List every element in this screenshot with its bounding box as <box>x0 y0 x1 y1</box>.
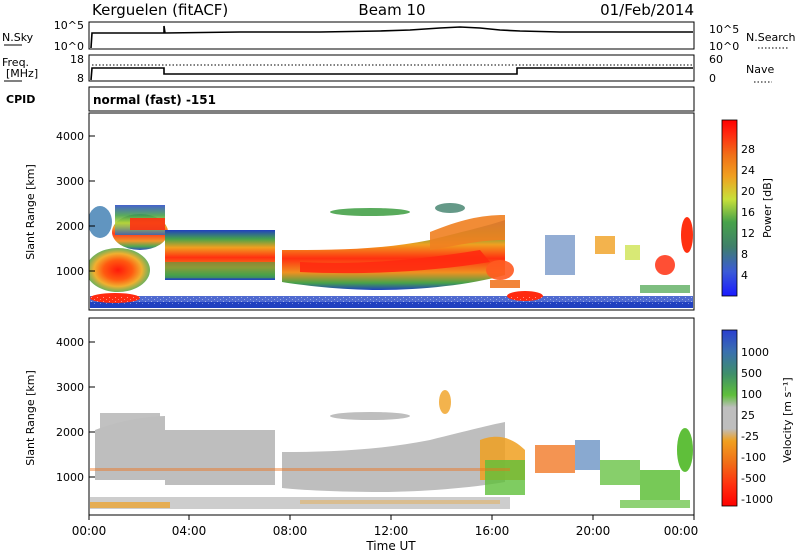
xtick-0400: 04:00 <box>172 524 207 538</box>
power-cb-8: 8 <box>741 248 748 261</box>
beam-title: Beam 10 <box>358 1 425 19</box>
velocity-colorbar <box>721 329 738 507</box>
nave-tick-top: 60 <box>709 53 723 66</box>
velocity-ytick-1000: 1000 <box>56 471 84 484</box>
power-cb-16: 16 <box>741 206 755 219</box>
nsky-label: N.Sky <box>2 31 34 44</box>
x-axis-label: Time UT <box>365 539 416 553</box>
power-yticks: 1000 2000 3000 4000 <box>56 130 95 278</box>
power-cb-20: 20 <box>741 185 755 198</box>
nsky-trace <box>90 25 693 49</box>
power-cb-24: 24 <box>741 164 755 177</box>
cpid-label: CPID <box>6 93 35 106</box>
power-ytick-2000: 2000 <box>56 220 84 233</box>
freq-label-2: [MHz] <box>6 67 38 80</box>
power-cb-12: 12 <box>741 227 755 240</box>
power-cb-4: 4 <box>741 269 748 282</box>
xtick-2400: 00:00 <box>664 524 699 538</box>
power-colorbar-ticks: 4 8 12 16 20 24 28 <box>741 143 755 282</box>
velocity-cb-25: 25 <box>741 409 755 422</box>
velocity-cb-500: 500 <box>741 367 762 380</box>
xtick-2000: 20:00 <box>576 524 611 538</box>
velocity-ylabel: Slant Range [km] <box>24 370 37 466</box>
nsky-tick-top: 10^5 <box>54 19 84 32</box>
velocity-cb-100: 100 <box>741 388 762 401</box>
power-colorbar-label: Power [dB] <box>761 178 774 238</box>
xtick-1600: 16:00 <box>475 524 510 538</box>
power-ylabel: Slant Range [km] <box>24 164 37 260</box>
velocity-colorbar-ticks: 1000 500 100 25 -25 -100 -500 -1000 <box>741 346 773 506</box>
velocity-colorbar-label: Velocity [m s⁻¹] <box>781 377 794 462</box>
nsearch-tick-top: 10^5 <box>709 23 739 36</box>
freq-tick-top: 18 <box>70 53 84 66</box>
xtick-0800: 08:00 <box>273 524 308 538</box>
power-panel: 1000 2000 3000 4000 Slant Range [km] 4 8… <box>24 112 774 311</box>
xtick-0000: 00:00 <box>72 524 107 538</box>
nsearch-tick-bottom: 10^0 <box>709 40 739 53</box>
velocity-ytick-2000: 2000 <box>56 426 84 439</box>
velocity-cb-neg500: -500 <box>741 472 766 485</box>
power-frame <box>88 112 695 311</box>
power-ytick-4000: 4000 <box>56 130 84 143</box>
power-ytick-3000: 3000 <box>56 175 84 188</box>
velocity-cb-neg1000: -1000 <box>741 493 773 506</box>
freq-tick-bottom: 8 <box>77 72 84 85</box>
velocity-cb-neg25: -25 <box>741 430 759 443</box>
freq-label-1: Freq. <box>2 56 29 69</box>
sky-panel: N.Sky 10^5 10^0 10^5 10^0 N.Search <box>2 19 796 53</box>
cpid-value: normal (fast) -151 <box>93 93 216 107</box>
freq-trace <box>90 67 693 81</box>
freq-panel: Freq. [MHz] 18 8 60 0 Nave <box>2 53 774 85</box>
nsearch-label: N.Search <box>746 31 796 44</box>
velocity-yticks: 1000 2000 3000 4000 <box>56 336 95 484</box>
velocity-panel: 1000 2000 3000 4000 Slant Range [km] 100… <box>24 317 794 516</box>
velocity-cb-neg100: -100 <box>741 451 766 464</box>
power-colorbar <box>721 119 738 297</box>
velocity-ytick-4000: 4000 <box>56 336 84 349</box>
velocity-ytick-3000: 3000 <box>56 381 84 394</box>
station-title: Kerguelen (fitACF) <box>92 1 228 19</box>
date-title: 01/Feb/2014 <box>600 1 694 19</box>
x-axis: 00:00 04:00 08:00 12:00 16:00 20:00 00:0… <box>72 515 699 553</box>
nave-label: Nave <box>746 63 774 76</box>
nave-tick-bottom: 0 <box>709 72 716 85</box>
power-ytick-1000: 1000 <box>56 265 84 278</box>
velocity-cb-1000: 1000 <box>741 346 769 359</box>
nsky-tick-bottom: 10^0 <box>54 40 84 53</box>
power-cb-28: 28 <box>741 143 755 156</box>
xtick-1200: 12:00 <box>374 524 409 538</box>
